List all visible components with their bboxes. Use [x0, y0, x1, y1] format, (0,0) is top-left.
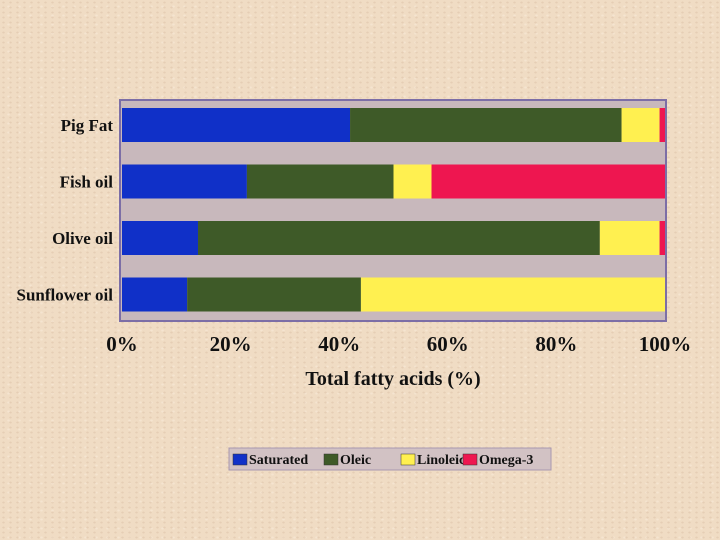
category-label: Pig Fat: [61, 116, 114, 135]
category-label: Sunflower oil: [16, 286, 113, 305]
x-tick-label: 60%: [427, 332, 469, 356]
bar-segment-saturated-fish-oil: [122, 164, 247, 199]
legend-swatch-oleic: [323, 453, 339, 466]
bar-segment-oleic-sunflower-oil: [187, 277, 361, 312]
x-tick-label: 20%: [210, 332, 252, 356]
category-label: Olive oil: [52, 229, 113, 248]
legend-swatch-omega-3: [462, 453, 478, 466]
legend-swatch-linoleic: [400, 453, 416, 466]
bar-segment-saturated-olive-oil: [122, 221, 199, 255]
bar-segment-omega-3-pig-fat: [659, 108, 665, 142]
category-label: Fish oil: [60, 173, 114, 192]
bar-segment-saturated-pig-fat: [122, 108, 351, 142]
bar-segment-linoleic-pig-fat: [621, 108, 660, 142]
x-tick-label: 80%: [535, 332, 577, 356]
x-tick-labels: 0% 20% 40% 60% 80% 100%: [106, 332, 691, 356]
x-tick-label: 100%: [639, 332, 692, 356]
bar-segment-linoleic-sunflower-oil: [360, 277, 665, 312]
legend-label: Oleic: [340, 453, 371, 468]
x-tick-label: 40%: [318, 332, 360, 356]
bar-segment-omega-3-fish-oil: [431, 164, 665, 199]
bar-segment-linoleic-fish-oil: [393, 164, 432, 199]
legend-swatch-saturated: [232, 453, 248, 466]
legend-items: Saturated Oleic Linoleic Omega-3: [232, 453, 533, 468]
bar-segment-oleic-olive-oil: [198, 221, 600, 255]
legend-label: Saturated: [249, 453, 308, 468]
bar-segment-oleic-fish-oil: [246, 164, 394, 199]
category-labels: Pig Fat Fish oil Olive oil Sunflower oil: [16, 116, 113, 305]
bar-segment-linoleic-olive-oil: [599, 221, 660, 255]
legend-label: Omega-3: [479, 453, 533, 468]
legend-label: Linoleic: [417, 453, 465, 468]
bar-segment-saturated-sunflower-oil: [122, 277, 188, 312]
x-axis-title: Total fatty acids (%): [305, 368, 480, 390]
bar-segment-omega-3-olive-oil: [659, 221, 665, 255]
x-tick-label: 0%: [106, 332, 138, 356]
bar-segment-oleic-pig-fat: [350, 108, 622, 142]
bars-group: [122, 108, 665, 312]
